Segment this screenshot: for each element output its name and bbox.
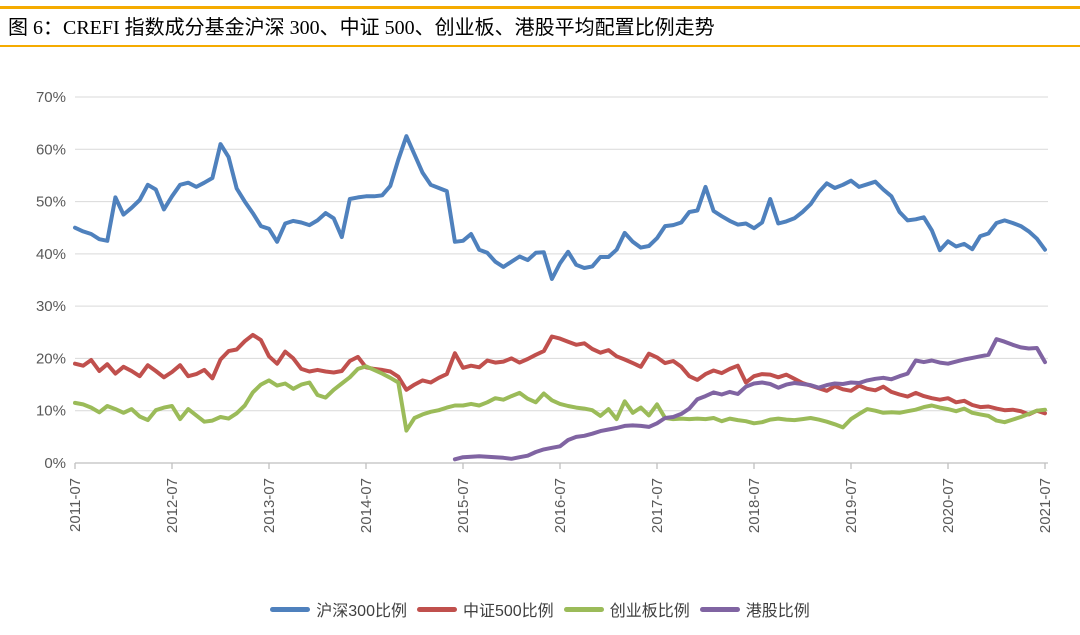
series-line-chinext: [73, 364, 1047, 433]
x-tick-label: 2011-07: [67, 478, 84, 532]
legend-label-hs300: 沪深300比例: [316, 603, 407, 620]
x-tick-label: 2016-07: [552, 478, 569, 533]
y-tick-label: 10%: [36, 403, 66, 420]
series-line-hs300: [73, 134, 1047, 281]
legend-label-hk: 港股比例: [745, 603, 810, 620]
legend-item-hs300: 沪深300比例: [270, 597, 407, 621]
series-line-hk: [452, 337, 1047, 462]
title-bottom-rule: [0, 45, 1080, 47]
y-tick-label: 0%: [44, 455, 66, 472]
x-tick-label: 2014-07: [358, 478, 375, 533]
y-tick-label: 20%: [36, 350, 66, 367]
figure-title: 图 6：CREFI 指数成分基金沪深 300、中证 500、创业板、港股平均配置…: [8, 17, 715, 39]
x-tick-label: 2019-07: [843, 478, 860, 533]
legend-item-hk: 港股比例: [699, 597, 810, 621]
legend-line-swatch-hs300: [270, 606, 311, 612]
y-tick-label: 50%: [36, 194, 66, 211]
legend-item-chinext: 创业板比例: [563, 597, 690, 621]
chart-legend: 沪深300比例 中证500比例 创业板比例 港股比例: [0, 597, 1080, 621]
title-top-rule: [0, 6, 1080, 9]
legend-label-zz500: 中证500比例: [462, 603, 554, 620]
y-tick-label: 40%: [36, 246, 66, 263]
x-tick-label: 2020-07: [940, 478, 957, 533]
x-tick-label: 2018-07: [746, 478, 763, 533]
series-line-zz500: [73, 332, 1047, 417]
x-tick-label: 2017-07: [649, 478, 666, 533]
legend-item-zz500: 中证500比例: [416, 597, 554, 621]
legend-label-chinext: 创业板比例: [609, 603, 690, 620]
y-tick-label: 60%: [36, 141, 66, 158]
x-tick-label: 2012-07: [164, 478, 181, 533]
x-tick-label: 2013-07: [261, 478, 278, 533]
x-tick-label: 2015-07: [455, 478, 472, 533]
x-tick-label: 2021-07: [1037, 478, 1054, 533]
legend-line-swatch-chinext: [563, 606, 604, 612]
legend-line-swatch-zz500: [416, 606, 457, 612]
y-tick-label: 70%: [36, 89, 66, 106]
legend-line-swatch-hk: [699, 606, 740, 612]
y-tick-label: 30%: [36, 298, 66, 315]
